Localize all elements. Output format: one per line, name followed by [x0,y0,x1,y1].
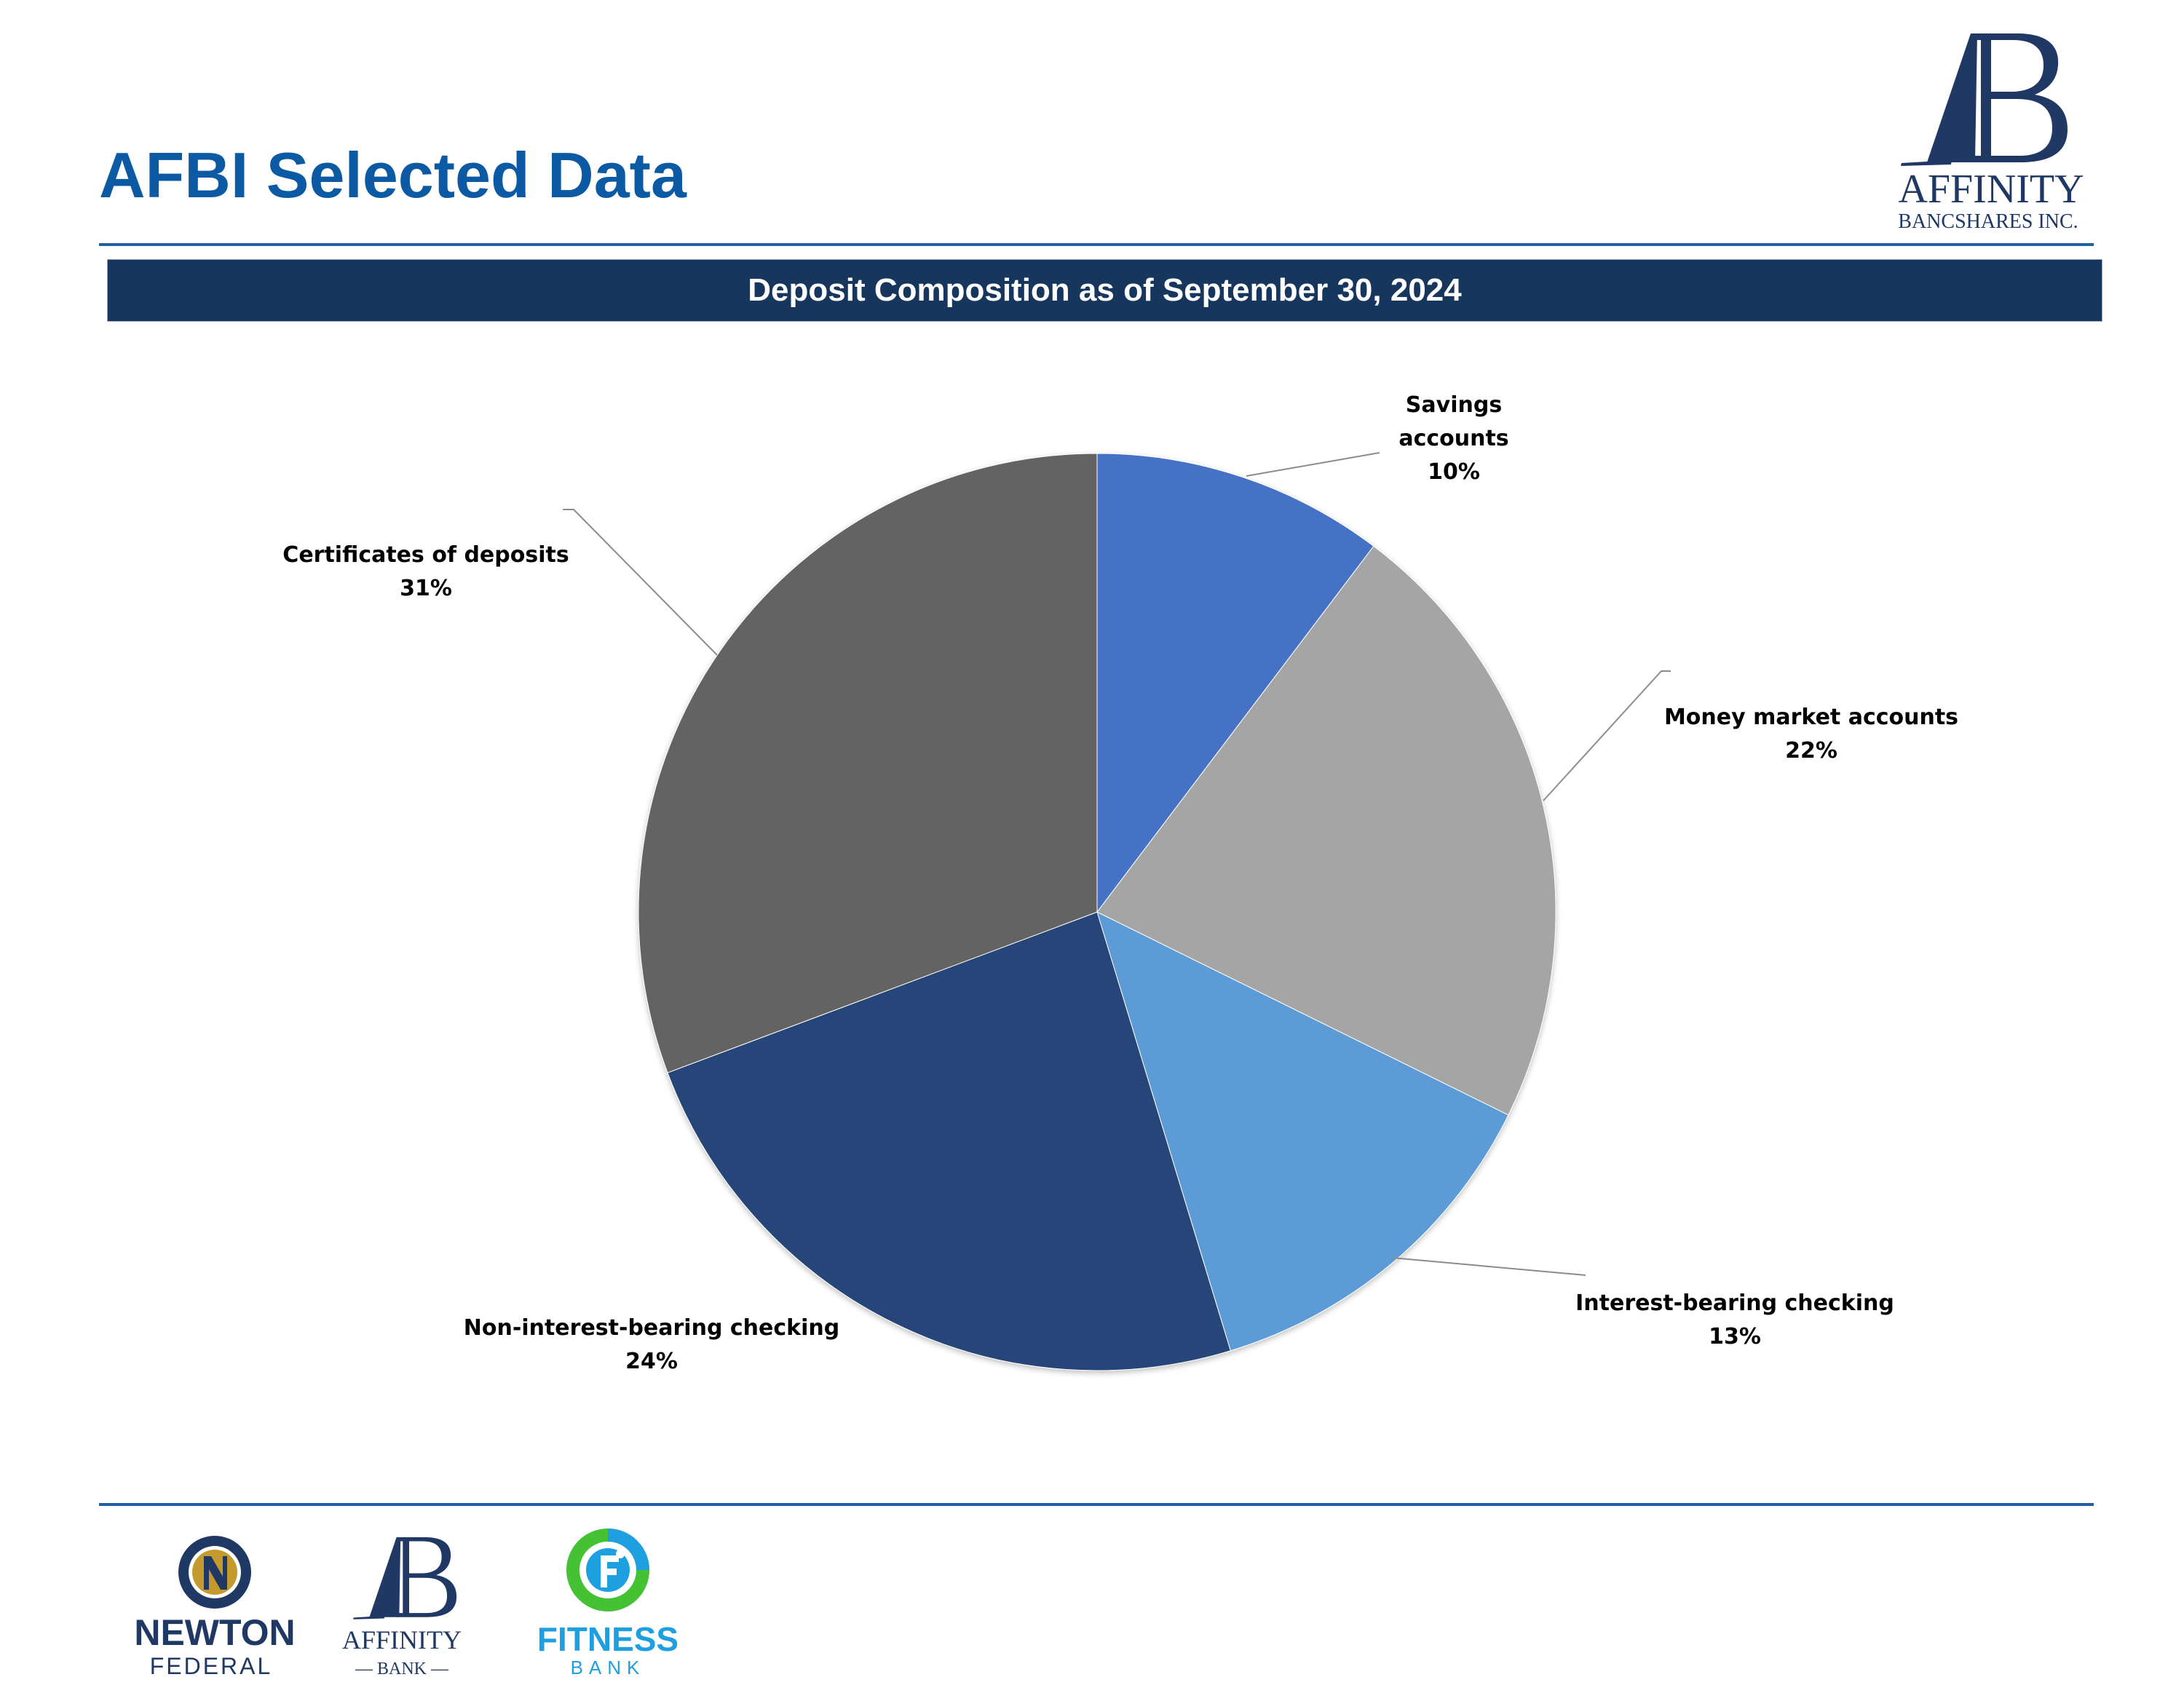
footer-divider [99,1503,2094,1506]
data-label-money-market-accounts: Money market accounts [1664,705,1958,730]
data-label-savings-accounts: accounts [1398,426,1508,451]
page-title: AFBI Selected Data [99,139,687,211]
logo-subline: BANCSHARES INC. [1898,210,2078,233]
leader-line-certificates-of-deposits [563,509,718,656]
header-divider [99,243,2094,246]
fitness-wordmark: FITNESS [537,1620,678,1658]
newton-federal-logo: NEWTON FEDERAL [134,1536,296,1679]
fitness-ring-blue [607,1529,649,1571]
data-label-non-interest-bearing-checking: Non-interest-bearing checking [464,1315,839,1341]
affinity-bank-logo: AFFINITY — BANK — [342,1537,462,1678]
fitness-bank-logo: FITNESS BANK [537,1529,678,1678]
newton-n-icon [204,1556,227,1590]
data-label-percent-interest-bearing-checking: 13% [1709,1324,1761,1349]
logo-wordmark: AFFINITY [1898,167,2084,212]
fitness-f-icon [601,1555,619,1587]
pie-slices [638,453,1556,1371]
pie-slice-non-interest-bearing-checking [667,911,1231,1371]
affinity-bancshares-logo: AFFINITY BANCSHARES INC. [1898,33,2084,233]
logo-a-stroke [1927,33,1977,162]
data-label-percent-non-interest-bearing-checking: 24% [625,1349,678,1374]
data-label-percent-savings-accounts: 10% [1428,459,1480,485]
pie-slice-interest-bearing-checking [1096,911,1509,1352]
data-label-interest-bearing-checking: Interest-bearing checking [1575,1290,1894,1316]
pie-leader-lines [563,452,1671,1276]
data-label-percent-certificates-of-deposits: 31% [400,576,452,601]
affinity-bank-wordmark: AFFINITY [342,1625,462,1654]
fitness-dot-icon [616,1550,625,1558]
logo-b-shape [1971,33,2068,162]
data-label-percent-money-market-accounts: 22% [1785,738,1837,764]
chart-title-banner: Deposit Composition as of September 30, … [107,259,2102,322]
data-label-savings-accounts: Savings [1406,392,1502,418]
leader-line-money-market-accounts [1543,670,1671,801]
pie-slice-money-market-accounts [1096,545,1556,1116]
logo-a-base [1901,160,1952,166]
leader-line-savings-accounts [1246,452,1380,477]
newton-subline: FEDERAL [150,1653,273,1679]
data-label-certificates-of-deposits: Certificates of deposits [282,542,569,568]
leader-line-interest-bearing-checking [1391,1257,1586,1276]
fitness-subline: BANK [571,1657,646,1678]
affinity-bank-subline: — BANK — [355,1660,449,1678]
pie-labels: Savings accounts 10% Money market accounts 2… [282,392,1958,1374]
pie-slice-savings-accounts [1096,453,1374,913]
pie-slice-certificates-of-deposits [638,453,1098,1074]
newton-wordmark: NEWTON [134,1612,295,1653]
